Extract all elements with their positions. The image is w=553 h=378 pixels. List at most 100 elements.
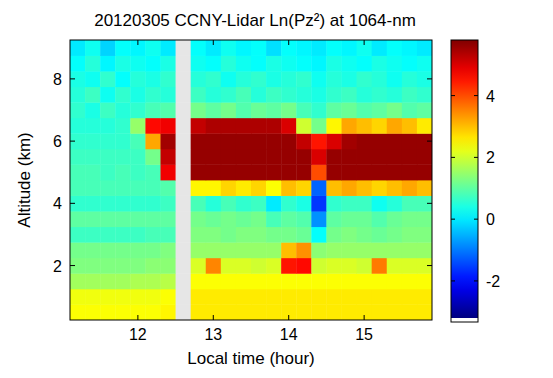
heat-cell <box>161 87 176 103</box>
heat-cell <box>402 71 417 87</box>
heat-cell <box>176 118 191 134</box>
heat-cell <box>70 71 85 87</box>
heat-cell <box>296 180 311 196</box>
heat-cell <box>372 87 387 103</box>
heat-cell <box>85 273 100 289</box>
heat-cell <box>191 304 206 320</box>
heat-cell <box>100 102 115 118</box>
heat-cell <box>100 242 115 258</box>
heat-cell <box>417 102 432 118</box>
heat-cell <box>145 196 160 212</box>
colorbar-tick <box>451 280 455 281</box>
heat-cell <box>221 56 236 72</box>
heat-cell <box>221 242 236 258</box>
heat-cell <box>145 180 160 196</box>
heat-cell <box>100 180 115 196</box>
heat-cell <box>130 180 145 196</box>
heat-cell <box>357 164 372 180</box>
heat-cell <box>85 304 100 320</box>
heat-cell <box>387 118 402 134</box>
heat-cell <box>387 56 402 72</box>
heat-cell <box>145 87 160 103</box>
heat-cell <box>266 118 281 134</box>
y-tick <box>70 78 75 79</box>
heat-cell <box>176 304 191 320</box>
heat-cell <box>100 40 115 56</box>
heat-cell <box>70 102 85 118</box>
heat-cell <box>266 227 281 243</box>
heat-cell <box>206 118 221 134</box>
heat-cell <box>417 133 432 149</box>
heat-cell <box>85 258 100 274</box>
x-axis-label: Local time (hour) <box>187 349 315 368</box>
heat-cell <box>387 304 402 320</box>
heat-cell <box>281 196 296 212</box>
heat-cell <box>85 196 100 212</box>
heat-cell <box>342 149 357 165</box>
heat-cell <box>357 227 372 243</box>
heat-cell <box>115 304 130 320</box>
heat-cell <box>130 211 145 227</box>
heat-cell <box>326 258 341 274</box>
heat-cell <box>221 258 236 274</box>
heat-cell <box>281 164 296 180</box>
heat-cell <box>100 227 115 243</box>
heat-cell <box>236 196 251 212</box>
heat-cell <box>206 164 221 180</box>
heat-cell <box>357 102 372 118</box>
x-tick <box>213 315 214 320</box>
heat-cell <box>402 87 417 103</box>
colorbar-tick <box>474 95 478 96</box>
heat-cell <box>130 242 145 258</box>
heat-cell <box>296 149 311 165</box>
heat-cell <box>326 71 341 87</box>
heat-cell <box>221 180 236 196</box>
heat-cell <box>296 273 311 289</box>
heat-cell <box>311 227 326 243</box>
heat-cell <box>85 180 100 196</box>
heat-cell <box>342 133 357 149</box>
heat-cell <box>417 258 432 274</box>
heat-cell <box>251 196 266 212</box>
heat-cell <box>357 242 372 258</box>
heat-cell <box>161 118 176 134</box>
heat-cell <box>357 258 372 274</box>
heat-cell <box>100 273 115 289</box>
heat-cell <box>70 273 85 289</box>
heat-cell <box>115 273 130 289</box>
heat-cell <box>296 304 311 320</box>
heat-cell <box>206 289 221 305</box>
heat-cell <box>145 118 160 134</box>
heat-cell <box>372 71 387 87</box>
heat-cell <box>70 164 85 180</box>
heat-cell <box>402 40 417 56</box>
heat-cell <box>70 40 85 56</box>
heat-cell <box>251 304 266 320</box>
heat-cell <box>251 273 266 289</box>
heat-cell <box>266 258 281 274</box>
heat-cell <box>311 56 326 72</box>
heat-cell <box>251 87 266 103</box>
heat-cell <box>236 258 251 274</box>
heat-cell <box>85 211 100 227</box>
heat-cell <box>357 180 372 196</box>
heat-cell <box>191 40 206 56</box>
heat-cell <box>176 258 191 274</box>
heat-cell <box>85 133 100 149</box>
heat-cell <box>161 289 176 305</box>
heat-cell <box>251 227 266 243</box>
heat-cell <box>311 87 326 103</box>
heat-cell <box>326 242 341 258</box>
heat-cell <box>357 87 372 103</box>
heat-cell <box>251 164 266 180</box>
heat-cell <box>85 149 100 165</box>
heat-cell <box>236 304 251 320</box>
heat-cell <box>311 289 326 305</box>
heat-cell <box>145 242 160 258</box>
heat-cell <box>100 196 115 212</box>
heat-cell <box>115 258 130 274</box>
heat-cell <box>266 196 281 212</box>
heat-cell <box>130 196 145 212</box>
heat-cell <box>311 164 326 180</box>
heat-cell <box>236 227 251 243</box>
